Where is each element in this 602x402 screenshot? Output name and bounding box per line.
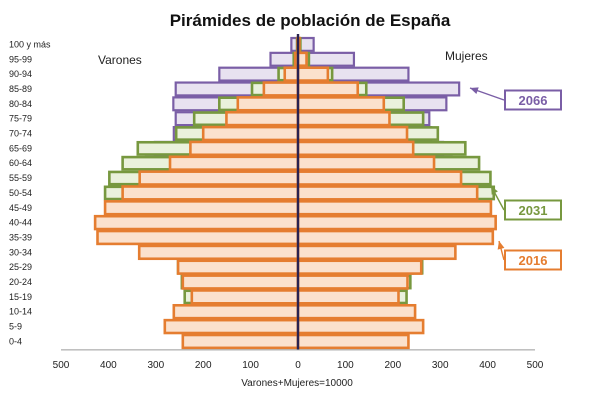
- age-label-20-24: 20-24: [9, 277, 32, 287]
- x-tick-label-1: 400: [100, 360, 117, 371]
- age-label-75-79: 75-79: [9, 114, 32, 124]
- bar-2016-0-4-mujeres: [296, 333, 410, 350]
- age-label-65-69: 65-69: [9, 143, 32, 153]
- bar-2016-30-34-mujeres: [296, 244, 457, 261]
- bar-2016-30-34-varones: [137, 244, 300, 261]
- mujeres-label: Mujeres: [445, 49, 488, 63]
- bar-2016-35-39-varones: [96, 229, 300, 246]
- age-label-55-59: 55-59: [9, 173, 32, 183]
- x-tick-label-4: 100: [242, 360, 259, 371]
- x-tick-label-5: 0: [295, 360, 301, 371]
- bar-2016-10-14-varones: [172, 303, 300, 320]
- x-tick-label-7: 200: [384, 360, 401, 371]
- legend-label-2016: 2016: [519, 253, 548, 268]
- bar-2016-45-49-mujeres: [296, 200, 493, 216]
- bar-2016-25-29-mujeres: [296, 259, 423, 275]
- age-label-80-84: 80-84: [9, 99, 32, 109]
- bar-2016-70-74-mujeres: [296, 125, 409, 142]
- age-label-15-19: 15-19: [9, 292, 32, 302]
- bar-2016-60-64-mujeres: [296, 155, 436, 171]
- bar-2016-85-89-mujeres: [296, 81, 360, 97]
- age-label-40-44: 40-44: [9, 218, 32, 228]
- age-label-25-29: 25-29: [9, 262, 32, 272]
- age-label-60-64: 60-64: [9, 158, 32, 168]
- bar-2016-20-24-mujeres: [296, 274, 409, 290]
- legend-box-2031: [504, 199, 562, 221]
- x-tick-label-2: 300: [147, 360, 164, 371]
- x-tick-label-10: 500: [527, 360, 544, 371]
- bar-2016-65-69-varones: [189, 140, 300, 157]
- legend-arrowhead-2066: [470, 87, 479, 94]
- bar-2016-20-24-varones: [181, 274, 300, 290]
- legend-arrowhead-2016: [497, 241, 505, 250]
- x-tick-label-6: 100: [337, 360, 354, 371]
- age-label-85-89: 85-89: [9, 84, 32, 94]
- bar-2016-75-79-mujeres: [296, 110, 391, 127]
- legend-box-2066: [504, 89, 562, 111]
- legend-arrowhead-2031: [491, 186, 498, 195]
- age-labels: 0-4 5-9 10-14 15-19 20-24 25-29 30-34 35-39 40-4…: [9, 39, 51, 346]
- x-tick-label-3: 200: [195, 360, 212, 371]
- bar-2016-15-19-mujeres: [296, 289, 400, 305]
- bar-2016-70-74-varones: [201, 125, 300, 142]
- legend: 2066 2031 2016: [469, 87, 562, 271]
- bar-2016-75-79-varones: [225, 110, 300, 127]
- bar-2016-80-84-mujeres: [296, 96, 386, 112]
- axis-layer: [61, 34, 535, 351]
- bar-2016-55-59-mujeres: [296, 170, 463, 186]
- bar-2016-35-39-mujeres: [296, 229, 495, 246]
- bar-2016-0-4-varones: [181, 333, 300, 350]
- chart-title: Pirámides de población de España: [170, 11, 451, 30]
- bar-2016-90-94-varones: [283, 66, 300, 82]
- bar-2016-5-9-mujeres: [296, 318, 425, 335]
- x-tick-label-8: 300: [432, 360, 449, 371]
- bar-2016-40-44-varones: [93, 214, 300, 231]
- age-label-95-99: 95-99: [9, 54, 32, 64]
- bar-2016-50-54-varones: [121, 185, 300, 201]
- bar-2016-10-14-mujeres: [296, 303, 417, 320]
- legend-box-2016: [504, 249, 562, 271]
- legend-label-2066: 2066: [519, 93, 548, 108]
- bar-2016-25-29-varones: [176, 259, 300, 275]
- bar-2016-50-54-mujeres: [296, 185, 479, 201]
- bar-2016-15-19-varones: [190, 289, 300, 305]
- bar-2016-45-49-varones: [103, 200, 300, 216]
- bar-2016-55-59-varones: [138, 170, 300, 186]
- bar-2016-65-69-mujeres: [296, 140, 415, 157]
- bar-2016-80-84-varones: [236, 96, 300, 112]
- age-label-5-9: 5-9: [9, 322, 22, 332]
- bar-2016-95-99-mujeres: [296, 51, 308, 67]
- varones-label: Varones: [98, 53, 142, 67]
- age-label-50-54: 50-54: [9, 188, 32, 198]
- x-axis-note: Varones+Mujeres=10000: [241, 378, 353, 389]
- x-tick-label-0: 500: [53, 360, 70, 371]
- age-label-0-4: 0-4: [9, 336, 22, 346]
- age-label-70-74: 70-74: [9, 129, 32, 139]
- bar-2016-40-44-mujeres: [296, 214, 497, 231]
- bar-2016-60-64-varones: [168, 155, 300, 171]
- age-label-30-34: 30-34: [9, 247, 32, 257]
- age-label-100-y-m-s: 100 y más: [9, 39, 51, 49]
- bar-2016-85-89-varones: [262, 81, 300, 97]
- age-label-90-94: 90-94: [9, 69, 32, 79]
- bar-2016-90-94-mujeres: [296, 66, 330, 82]
- age-label-35-39: 35-39: [9, 232, 32, 242]
- bar-2016-5-9-varones: [163, 318, 300, 335]
- age-label-45-49: 45-49: [9, 203, 32, 213]
- age-label-10-14: 10-14: [9, 307, 32, 317]
- legend-label-2031: 2031: [519, 203, 548, 218]
- x-tick-label-9: 400: [479, 360, 496, 371]
- tick-labels: 500 400 300 200 100 0 100 200 300 400 500: [53, 360, 544, 371]
- bars-layer: [93, 36, 497, 350]
